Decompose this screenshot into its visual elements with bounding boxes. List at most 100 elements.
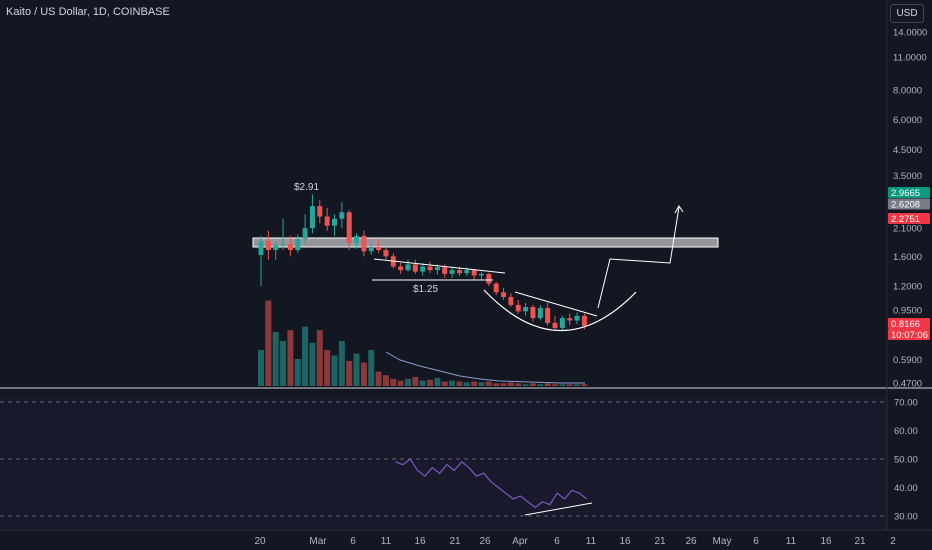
price-badge-label: 2.2751 [891,214,920,225]
rsi-divergence-line[interactable] [524,502,593,516]
rsi-pane [0,396,887,530]
candle-body [567,318,573,321]
arrow-head-icon [674,205,684,214]
candle-body [574,315,580,321]
time-tick-label: 26 [685,536,697,547]
rsi-line [395,458,587,509]
volume-bar [265,300,272,386]
volume-bar [280,341,287,386]
candle-body [273,245,279,251]
price-tick-label: 1.2000 [893,282,922,293]
time-tick-label: 6 [350,536,356,547]
volume-bar [397,380,404,386]
time-tick-label: 16 [414,536,426,547]
candle-body [361,235,367,252]
candle-body [545,308,551,323]
candle-body [508,296,514,305]
candle-body [501,292,507,297]
candle-body [471,270,477,276]
volume-ma-line [385,351,585,384]
volume-bar [309,342,316,386]
rsi-tick-label: 50.00 [894,455,918,466]
candle-body [486,273,492,284]
candle-body [493,283,499,293]
time-tick-label: 6 [554,536,560,547]
price-tick-label: 14.0000 [893,28,927,39]
volume-bar [566,384,573,386]
price-badge-label: 0.8166 [891,319,920,330]
candle-body [309,206,315,229]
projection-path[interactable] [597,206,680,309]
volume-bar [294,359,301,386]
price-tick-label: 6.0000 [893,115,922,126]
time-tick-label: 16 [619,536,631,547]
rsi-tick-label: 70.00 [894,398,918,409]
resistance-zone[interactable] [252,237,719,248]
volume-bar [382,375,389,386]
candle-body [464,270,470,274]
candle-body [398,266,404,271]
trendline-upper[interactable] [373,258,506,274]
candle-body [339,212,345,219]
volume-bar [471,381,478,386]
volume-bar [559,384,566,386]
time-tick-label: 11 [786,536,797,547]
candle-body [552,322,558,328]
volume-bar [529,383,536,386]
price-badge-label: 10:07:06 [891,330,928,341]
currency-button[interactable]: USD [890,4,924,23]
candle-body [523,307,529,312]
price-tick-label: 1.6000 [893,252,922,263]
volume-bar [331,355,338,386]
price-tick-label: 0.4700 [893,379,922,390]
candle-body [354,235,360,243]
price-tick-label: 0.9500 [893,306,922,317]
candle-body [427,266,433,271]
wedge-upper[interactable] [514,291,598,317]
candle-body [324,216,330,226]
volume-bar [485,381,492,386]
symbol-title[interactable]: Kaito / US Dollar, 1D, COINBASE [6,6,170,18]
price-tick-label: 2.1000 [893,224,922,235]
rsi-tick-label: 60.00 [894,426,918,437]
price-tick-label: 8.0000 [893,85,922,96]
time-tick-label: Mar [309,536,327,547]
price-tick-label: 0.5900 [893,355,922,366]
candle-body [412,264,418,272]
volume-bar [478,382,485,386]
volume-bar [500,383,507,386]
volume-bar [390,378,397,386]
volume-bar [515,383,522,386]
volume-bar [287,330,294,386]
volume-bar [353,353,360,386]
volume-bar [552,384,558,386]
candle-body [346,212,352,243]
volume-bar [412,377,419,386]
candle-body [258,241,264,256]
volume-bar [368,350,375,386]
price-badge [888,318,930,329]
candle-body [581,315,587,326]
high-price-label: $2.91 [294,182,319,193]
candle-body [280,244,286,246]
time-tick-label: 20 [254,536,266,547]
price-tick-label: 11.0000 [893,52,927,63]
time-tick-label: 11 [381,536,392,547]
volume-bar [581,384,588,386]
volume-bar [405,378,411,386]
time-tick-label: 16 [820,536,832,547]
time-tick-label: 21 [854,536,866,547]
candle-body [479,273,484,276]
volume-bar [419,380,426,386]
volume-bar [316,330,323,386]
rounded-bottom-curve[interactable] [483,289,637,331]
candle-body [442,267,448,274]
time-tick-label: 21 [449,536,461,547]
volume-bar [456,381,463,386]
volume-bar [507,382,514,386]
volume-bar [427,379,434,386]
volume-bar [434,377,441,386]
volume-bar [338,341,345,386]
candle-body [559,318,565,328]
